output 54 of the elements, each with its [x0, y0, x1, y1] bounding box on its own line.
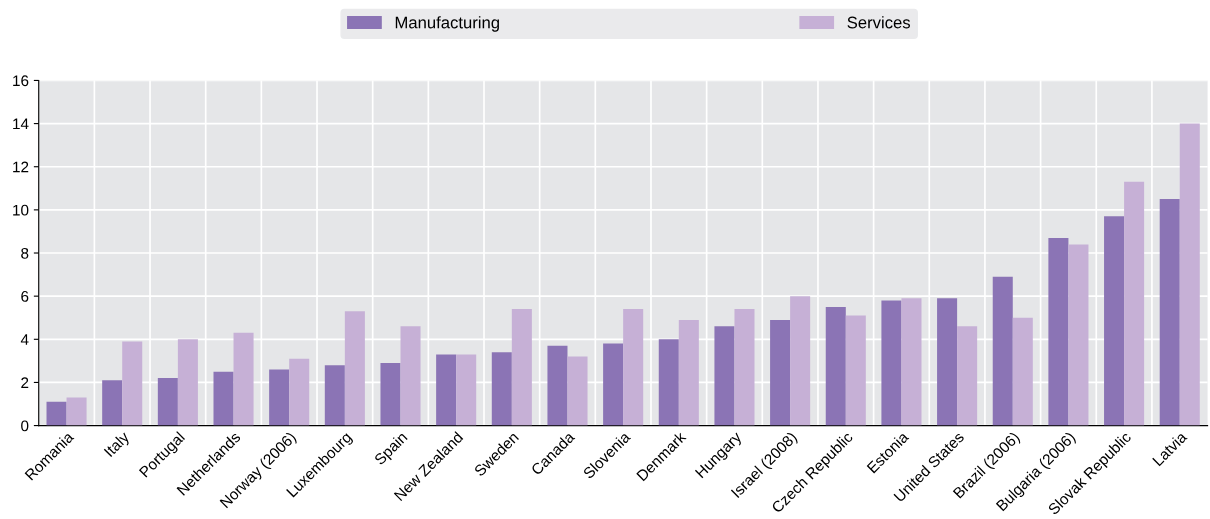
- bar: [102, 380, 123, 426]
- y-tick-label: 10: [13, 204, 29, 216]
- bar: [511, 309, 532, 426]
- bar: [992, 276, 1013, 426]
- bar: [547, 345, 568, 426]
- bar: [937, 298, 958, 426]
- bar: [269, 369, 290, 426]
- bar: [122, 341, 143, 426]
- bar: [436, 354, 457, 426]
- bar: [825, 306, 846, 426]
- bar: [714, 326, 735, 426]
- bar: [603, 343, 624, 426]
- bar: [380, 363, 401, 426]
- y-tick-label: 2: [21, 377, 29, 388]
- bar: [623, 309, 644, 426]
- bar: [770, 319, 791, 426]
- bar: [678, 319, 699, 426]
- bar: [289, 358, 310, 426]
- bar: [1012, 317, 1033, 426]
- y-tick-label: 16: [13, 75, 29, 87]
- bar: [233, 332, 254, 426]
- legend-label: Manufacturing: [395, 16, 499, 32]
- bar: [845, 315, 866, 426]
- bar: [658, 339, 679, 426]
- bar: [1124, 181, 1145, 426]
- y-tick-label: 12: [13, 161, 29, 173]
- bar: [1104, 216, 1125, 426]
- bar: [957, 326, 978, 426]
- bar: [344, 311, 365, 426]
- bar: [324, 365, 345, 426]
- bar: [491, 352, 512, 426]
- bar: [1179, 123, 1200, 426]
- bar: [881, 300, 902, 426]
- bar: [1159, 199, 1180, 426]
- y-tick-label: 8: [21, 247, 29, 259]
- y-tick-label: 6: [21, 291, 29, 302]
- y-tick-label: 4: [20, 334, 29, 345]
- bar: [157, 378, 178, 426]
- bar: [456, 354, 477, 426]
- bar: [901, 298, 922, 426]
- x-tick-label: Italy: [103, 430, 133, 460]
- bar: [213, 371, 234, 426]
- y-tick-label: 0: [21, 420, 29, 432]
- y-tick-label: 14: [13, 118, 29, 130]
- bar: [1048, 237, 1069, 426]
- bar: [46, 401, 67, 426]
- bar: [734, 309, 755, 426]
- legend-label: Services: [847, 16, 911, 29]
- bar: [790, 296, 811, 426]
- bar: [400, 326, 421, 426]
- bar: [1068, 244, 1089, 426]
- bar: [66, 397, 87, 426]
- bar: [177, 339, 198, 426]
- bar: [567, 356, 588, 426]
